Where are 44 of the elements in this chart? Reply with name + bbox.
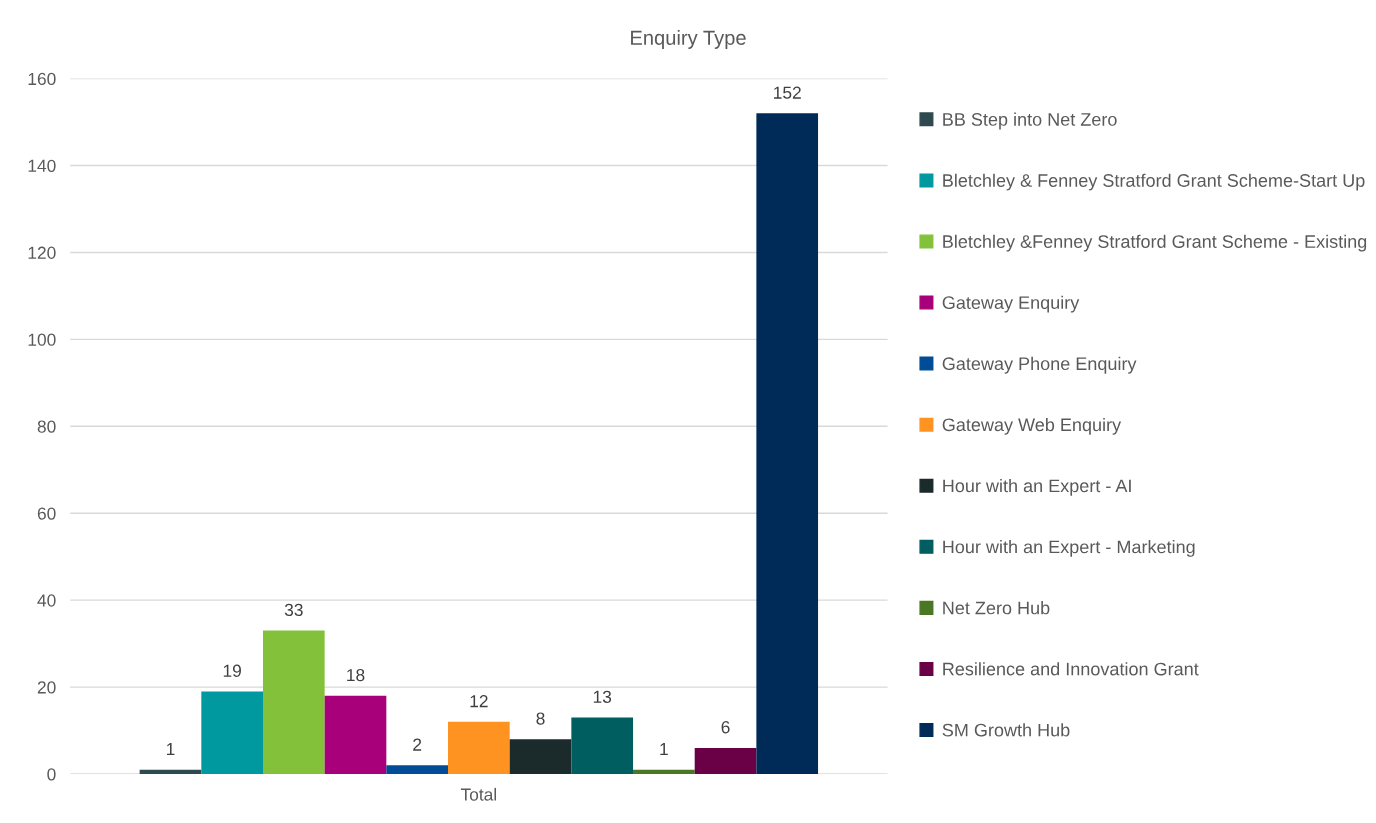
bar [448, 721, 510, 775]
bar [324, 695, 387, 775]
legend-label: Gateway Web Enquiry [942, 417, 1122, 435]
data-label: 2 [413, 738, 422, 751]
y-tick-label: 140 [28, 159, 56, 172]
data-label: 19 [223, 664, 241, 677]
y-tick-label: 60 [37, 507, 56, 520]
bar [571, 717, 634, 775]
data-label: 12 [470, 695, 488, 708]
bar [262, 630, 325, 775]
legend-label: Hour with an Expert - AI [943, 478, 1131, 496]
x-tick-label: Total [460, 787, 497, 801]
legend-label: Gateway Phone Enquiry [942, 356, 1137, 374]
legend-label: Bletchley &Fenney Stratford Grant Scheme - Existing [943, 234, 1367, 252]
data-label: 33 [284, 603, 303, 617]
y-tick-label: 120 [28, 246, 56, 259]
y-tick-label: 80 [37, 420, 56, 433]
chart-title: Enquiry Type [631, 30, 746, 49]
bar [139, 769, 202, 775]
y-tick-label: 160 [28, 72, 56, 86]
bar [633, 769, 695, 775]
legend-label: BB Step into Net Zero [943, 112, 1117, 130]
bar [201, 691, 263, 775]
legend-label: Net Zero Hub [943, 601, 1050, 615]
y-tick-label: 20 [37, 681, 56, 694]
legend-label: SM Growth Hub [942, 723, 1070, 737]
legend-label: Hour with an Expert - Marketing [943, 540, 1195, 557]
y-tick-label: 40 [37, 594, 56, 607]
bar [694, 747, 757, 775]
data-label: 6 [721, 721, 730, 734]
y-tick-label: 0 [47, 768, 56, 781]
bar [509, 739, 572, 775]
data-label: 18 [347, 668, 365, 682]
bar [386, 765, 449, 775]
legend-label: Resilience and Innovation Grant [943, 662, 1199, 676]
y-tick-label: 100 [28, 333, 56, 346]
bar [756, 113, 819, 775]
data-label: 13 [593, 690, 612, 703]
legend-label: Bletchley & Fenney Stratford Grant Scheme-Start Up [943, 173, 1365, 191]
legend-label: Gateway Enquiry [942, 295, 1080, 313]
data-label: 8 [536, 712, 545, 725]
data-label: 1 [660, 743, 668, 755]
data-label: 1 [166, 743, 175, 755]
data-label: 152 [774, 86, 801, 99]
